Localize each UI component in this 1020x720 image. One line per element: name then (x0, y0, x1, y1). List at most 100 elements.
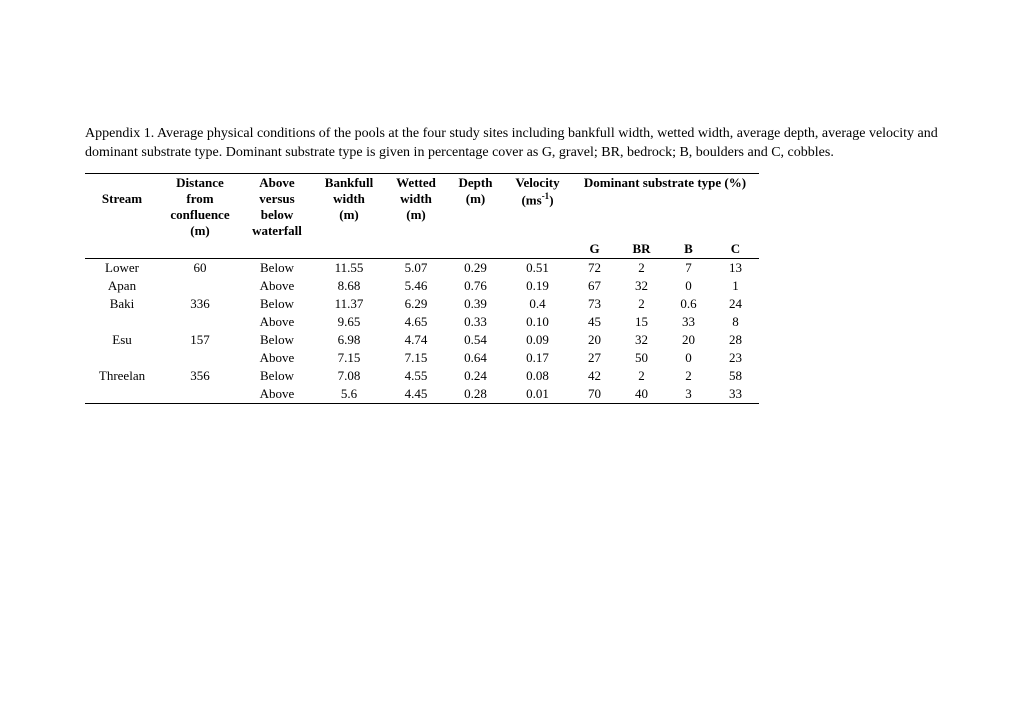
cell-bankfull: 11.55 (313, 258, 385, 277)
cell-stream: Lower (85, 258, 159, 277)
cell-bankfull: 6.98 (313, 331, 385, 349)
cell-b: 2 (665, 367, 712, 385)
cell-g: 70 (571, 385, 618, 404)
cell-position: Above (241, 277, 313, 295)
cell-g: 20 (571, 331, 618, 349)
cell-position: Above (241, 349, 313, 367)
header-br: BR (618, 240, 665, 259)
cell-wetted: 5.46 (385, 277, 447, 295)
cell-depth: 0.24 (447, 367, 504, 385)
cell-wetted: 4.74 (385, 331, 447, 349)
cell-depth: 0.28 (447, 385, 504, 404)
table-row: Above7.157.150.640.172750023 (85, 349, 759, 367)
cell-wetted: 7.15 (385, 349, 447, 367)
cell-bankfull: 9.65 (313, 313, 385, 331)
cell-br: 2 (618, 258, 665, 277)
cell-stream: Esu (85, 331, 159, 349)
cell-position: Above (241, 385, 313, 404)
cell-velocity: 0.01 (504, 385, 571, 404)
cell-wetted: 4.65 (385, 313, 447, 331)
cell-g: 45 (571, 313, 618, 331)
table-caption: Appendix 1. Average physical conditions … (85, 125, 940, 163)
cell-wetted: 4.45 (385, 385, 447, 404)
cell-br: 50 (618, 349, 665, 367)
cell-distance: 336 (159, 295, 241, 313)
cell-bankfull: 7.08 (313, 367, 385, 385)
cell-b: 3 (665, 385, 712, 404)
header-b: B (665, 240, 712, 259)
cell-c: 58 (712, 367, 759, 385)
cell-velocity: 0.08 (504, 367, 571, 385)
cell-b: 0 (665, 349, 712, 367)
cell-b: 7 (665, 258, 712, 277)
header-stream: Stream (85, 173, 159, 240)
cell-c: 33 (712, 385, 759, 404)
cell-stream (85, 349, 159, 367)
cell-br: 32 (618, 331, 665, 349)
cell-wetted: 6.29 (385, 295, 447, 313)
cell-stream: Apan (85, 277, 159, 295)
table-row: Above5.64.450.280.017040333 (85, 385, 759, 404)
cell-wetted: 4.55 (385, 367, 447, 385)
cell-bankfull: 8.68 (313, 277, 385, 295)
header-depth: Depth(m) (447, 173, 504, 240)
data-table: Stream Distancefromconfluence(m) Aboveve… (85, 173, 759, 404)
header-g: G (571, 240, 618, 259)
header-velocity: Velocity (ms-1) (504, 173, 571, 240)
header-position: Aboveversusbelowwaterfall (241, 173, 313, 240)
cell-g: 72 (571, 258, 618, 277)
cell-velocity: 0.51 (504, 258, 571, 277)
cell-stream: Threelan (85, 367, 159, 385)
cell-b: 33 (665, 313, 712, 331)
table-row: Threelan356Below7.084.550.240.08422258 (85, 367, 759, 385)
cell-bankfull: 11.37 (313, 295, 385, 313)
cell-c: 1 (712, 277, 759, 295)
cell-distance (159, 313, 241, 331)
cell-br: 2 (618, 367, 665, 385)
cell-bankfull: 5.6 (313, 385, 385, 404)
cell-depth: 0.29 (447, 258, 504, 277)
header-substrate: Dominant substrate type (%) (571, 173, 759, 233)
cell-depth: 0.76 (447, 277, 504, 295)
cell-stream (85, 313, 159, 331)
cell-c: 24 (712, 295, 759, 313)
header-distance: Distancefromconfluence(m) (159, 173, 241, 240)
cell-g: 27 (571, 349, 618, 367)
cell-br: 15 (618, 313, 665, 331)
cell-position: Below (241, 258, 313, 277)
table-row: Above9.654.650.330.104515338 (85, 313, 759, 331)
cell-g: 67 (571, 277, 618, 295)
cell-stream: Baki (85, 295, 159, 313)
header-wetted: Wettedwidth(m) (385, 173, 447, 240)
cell-depth: 0.54 (447, 331, 504, 349)
cell-c: 23 (712, 349, 759, 367)
table-row: Lower60Below11.555.070.290.51722713 (85, 258, 759, 277)
cell-velocity: 0.17 (504, 349, 571, 367)
cell-wetted: 5.07 (385, 258, 447, 277)
header-c: C (712, 240, 759, 259)
cell-distance: 356 (159, 367, 241, 385)
cell-distance (159, 385, 241, 404)
cell-velocity: 0.10 (504, 313, 571, 331)
header-bankfull: Bankfullwidth(m) (313, 173, 385, 240)
cell-distance: 60 (159, 258, 241, 277)
cell-g: 73 (571, 295, 618, 313)
cell-b: 0 (665, 277, 712, 295)
table-row: ApanAbove8.685.460.760.19673201 (85, 277, 759, 295)
cell-position: Below (241, 367, 313, 385)
cell-b: 20 (665, 331, 712, 349)
cell-br: 32 (618, 277, 665, 295)
cell-br: 2 (618, 295, 665, 313)
cell-position: Above (241, 313, 313, 331)
cell-depth: 0.64 (447, 349, 504, 367)
cell-c: 28 (712, 331, 759, 349)
cell-stream (85, 385, 159, 404)
cell-br: 40 (618, 385, 665, 404)
cell-position: Below (241, 295, 313, 313)
table-row: Baki336Below11.376.290.390.47320.624 (85, 295, 759, 313)
cell-depth: 0.39 (447, 295, 504, 313)
cell-velocity: 0.09 (504, 331, 571, 349)
cell-g: 42 (571, 367, 618, 385)
cell-bankfull: 7.15 (313, 349, 385, 367)
cell-distance: 157 (159, 331, 241, 349)
